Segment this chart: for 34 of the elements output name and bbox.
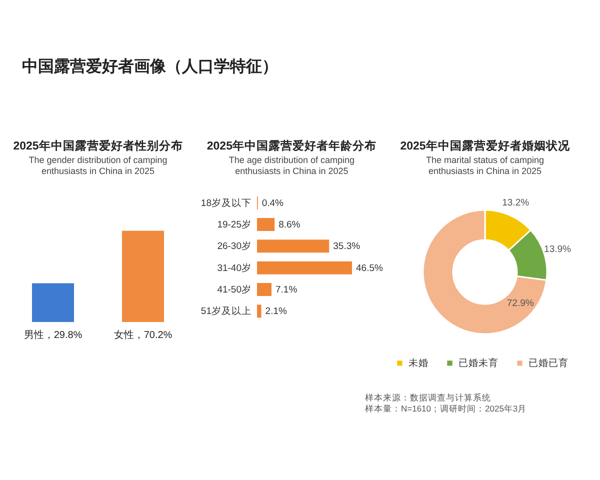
legend-label: 已婚未育 xyxy=(458,357,498,370)
text: 中国露营爱好者画像（人口学特征） xyxy=(22,58,278,76)
text: 样本量：N=1610；调研时间：2025年3月 xyxy=(365,404,527,414)
y-tick-label: 19-25岁 xyxy=(217,218,252,230)
data-label: 46.5% xyxy=(356,262,384,274)
data-label: 72.9% xyxy=(506,298,534,309)
chart-subtitle: The age distribution of camping enthusiasts in China in 2025 xyxy=(228,155,354,176)
chart-title: 2025年中国露营爱好者年龄分布 xyxy=(206,138,376,152)
bar xyxy=(257,283,272,296)
data-label: 男性，29.8% xyxy=(24,329,82,341)
data-label: 13.9% xyxy=(544,244,572,256)
y-tick-label: 18岁及以下 xyxy=(200,196,252,209)
y-tick-label: 26-30岁 xyxy=(217,240,252,252)
data-label: 2.1% xyxy=(265,306,288,318)
legend-label: 未婚 xyxy=(408,357,428,370)
bar xyxy=(257,261,352,274)
chart-subtitle: The gender distribution of camping enthusiasts in China in 2025 xyxy=(28,155,168,176)
bar xyxy=(257,240,330,253)
y-tick-label: 31-40岁 xyxy=(217,262,252,274)
y-tick-label: 41-50岁 xyxy=(217,284,252,296)
y-tick-label: 51岁及以上 xyxy=(200,305,252,318)
chart-title: 2025年中国露营爱好者婚姻状况 xyxy=(400,138,571,152)
text: 样本来源：数据调查与计算系统 xyxy=(365,392,491,402)
data-label: 8.6% xyxy=(278,220,301,230)
data-label: 0.4% xyxy=(262,198,284,209)
data-label: 7.1% xyxy=(276,284,298,296)
bar xyxy=(257,218,275,231)
chart-title: 2025年中国露营爱好者性别分布 xyxy=(13,138,183,152)
legend-label: 已婚已育 xyxy=(528,357,568,370)
data-label: 女性，70.2% xyxy=(114,329,172,341)
data-label: 13.2% xyxy=(502,197,530,208)
data-label: 35.3% xyxy=(333,241,361,252)
bar xyxy=(257,304,262,318)
chart-subtitle: The marital status of camping enthusiasts in China in 2025 xyxy=(426,155,544,176)
